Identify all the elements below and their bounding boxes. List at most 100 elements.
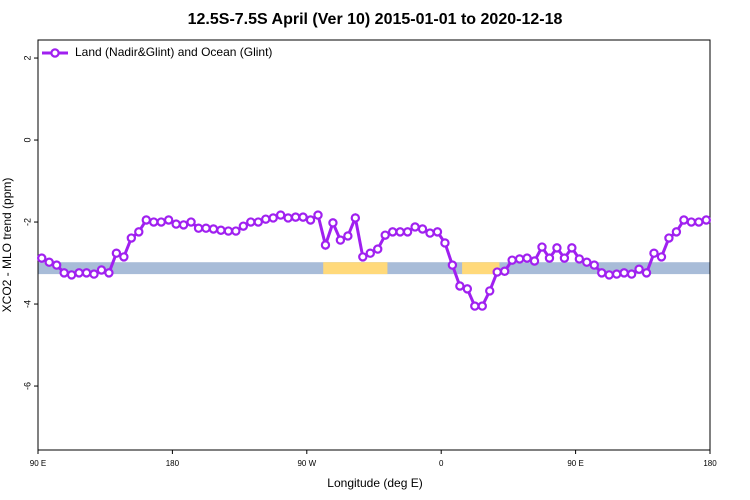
x-axis-label: Longitude (deg E) (327, 476, 422, 490)
data-point (552, 243, 562, 253)
data-point (425, 228, 435, 238)
data-point (604, 270, 614, 280)
data-point (37, 253, 47, 263)
data-point (477, 301, 487, 311)
y-tick-label: -2 (22, 218, 32, 226)
x-tick-label: 180 (166, 459, 180, 468)
data-point (74, 268, 84, 278)
data-point (582, 257, 592, 267)
data-point (208, 224, 219, 234)
data-point (455, 281, 465, 291)
legend-marker (50, 48, 60, 58)
data-point (365, 248, 375, 258)
data-point (193, 223, 204, 233)
plot-frame (37, 39, 711, 451)
data-point (261, 214, 271, 224)
data-point (358, 252, 368, 262)
data-point (178, 220, 189, 230)
data-point (59, 268, 69, 278)
data-point (104, 268, 114, 278)
y-tick-label: 2 (22, 56, 32, 61)
data-point (499, 266, 510, 276)
y-tick-label: -6 (22, 382, 32, 390)
data-point (350, 213, 361, 223)
data-point (544, 253, 555, 263)
data-point (410, 222, 420, 232)
data-point (335, 235, 346, 245)
x-tick-label: 90 E (30, 459, 46, 468)
data-point (574, 254, 585, 264)
data-point (492, 267, 502, 277)
x-tick-label: 90 E (567, 459, 583, 468)
data-point (66, 270, 77, 280)
data-point (649, 248, 659, 258)
data-point (462, 284, 473, 294)
data-point (246, 217, 256, 227)
data-point (619, 268, 629, 278)
data-point (589, 260, 599, 270)
y-axis-label: XCO2 - MLO trend (ppm) (0, 178, 14, 313)
data-point (119, 252, 129, 262)
data-point (611, 269, 622, 279)
data-point (149, 217, 159, 227)
data-point (447, 260, 458, 270)
data-point (641, 268, 652, 278)
data-point (223, 226, 234, 236)
data-point (597, 268, 607, 278)
data-point (343, 231, 353, 241)
data-point (96, 265, 107, 275)
y-tick-label: -4 (22, 300, 32, 308)
data-point (686, 217, 697, 227)
data-point (694, 217, 704, 227)
data-point (514, 254, 525, 264)
data-point (89, 269, 99, 279)
data-point (201, 223, 211, 233)
data-point (231, 226, 241, 236)
data-point (537, 242, 547, 252)
land-band (323, 262, 388, 275)
x-tick-label: 90 W (297, 459, 316, 468)
land-band (462, 262, 500, 275)
data-point (634, 264, 644, 274)
data-point (559, 253, 570, 263)
data-point (395, 227, 405, 237)
legend-label: Land (Nadir&Glint) and Ocean (Glint) (75, 45, 272, 59)
data-point (268, 213, 278, 223)
x-tick-label: 180 (703, 459, 717, 468)
data-point (171, 219, 181, 229)
data-point (141, 215, 151, 225)
data-point (81, 268, 92, 278)
data-point (253, 217, 263, 227)
data-point (679, 215, 689, 225)
data-point (402, 227, 413, 237)
data-point (163, 215, 174, 225)
chart-title: 12.5S-7.5S April (Ver 10) 2015-01-01 to … (188, 11, 563, 28)
data-point (44, 257, 54, 267)
data-point (529, 256, 540, 266)
data-point (111, 248, 122, 258)
data-point (507, 255, 517, 265)
data-point (387, 227, 398, 237)
data-point (328, 218, 338, 228)
data-point (238, 221, 249, 231)
data-point (320, 240, 331, 250)
data-point (298, 212, 308, 222)
data-point (186, 217, 196, 227)
data-point (216, 225, 226, 235)
data-point (134, 227, 144, 237)
data-point (522, 253, 532, 263)
data-point (275, 210, 286, 220)
data-point (373, 244, 383, 254)
y-tick-label: 0 (22, 138, 32, 143)
data-point (51, 260, 62, 270)
data-point (626, 269, 637, 279)
data-point (485, 286, 495, 296)
x-tick-label: 0 (439, 459, 444, 468)
data-point (290, 212, 301, 222)
data-point (305, 215, 316, 225)
data-point (470, 301, 480, 311)
data-point (156, 217, 166, 227)
data-point (664, 233, 674, 243)
data-point (380, 230, 390, 240)
